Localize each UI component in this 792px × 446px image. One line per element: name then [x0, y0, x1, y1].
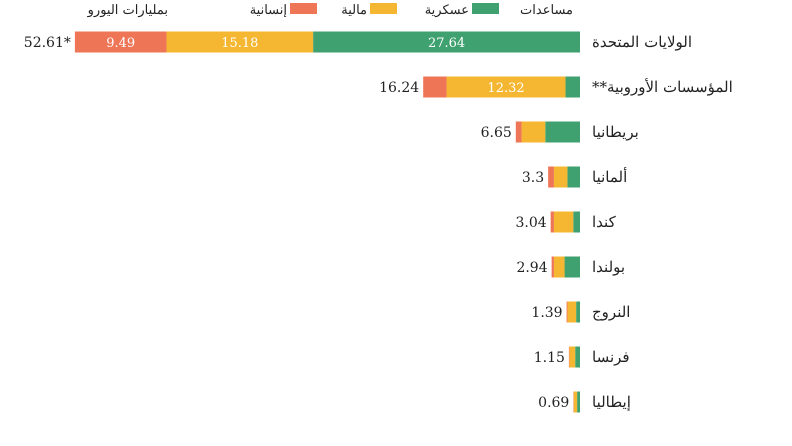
bar-humanitarian-0 — [74, 31, 167, 53]
bar-humanitarian-4 — [550, 211, 554, 233]
bar-financial-1 — [446, 76, 566, 98]
legend-label-financial: مالية — [341, 3, 367, 18]
category-label-0: الولايات المتحدة — [592, 33, 692, 51]
total-label-1: 16.24 — [379, 80, 419, 96]
category-label-5: بولندا — [592, 258, 625, 276]
bar-humanitarian-5 — [551, 256, 554, 278]
bar-financial-2 — [521, 121, 546, 143]
total-label-7: 1.15 — [534, 350, 565, 366]
bar-military-4 — [573, 211, 580, 233]
bar-humanitarian-2 — [515, 121, 522, 143]
category-label-3: ألمانيا — [592, 167, 627, 186]
bar-financial-0 — [166, 31, 314, 53]
bar-financial-7 — [569, 346, 576, 368]
bar-military-5 — [564, 256, 580, 278]
category-label-7: فرنسا — [592, 348, 630, 366]
bar-military-7 — [575, 346, 580, 368]
total-label-8: 0.69 — [538, 395, 569, 411]
data-label-financial-0: 15.18 — [221, 36, 258, 51]
legend-swatch-financial — [370, 3, 397, 14]
total-label-4: 3.04 — [515, 215, 546, 231]
bar-financial-3 — [553, 166, 568, 188]
category-label-4: كندا — [592, 213, 617, 231]
data-label-humanitarian-0: 9.49 — [106, 36, 135, 51]
legend-label-humanitarian: إنسانية — [250, 3, 287, 18]
bar-military-0 — [313, 31, 580, 53]
total-label-3: 3.3 — [522, 170, 544, 186]
total-label-6: 1.39 — [531, 305, 562, 321]
total-label-2: 6.65 — [481, 125, 512, 141]
labels: 27.64 15.18 9.49 52.61* الولايات المتحدة 12.3… — [24, 33, 733, 411]
bar-financial-5 — [553, 256, 565, 278]
category-label-6: النروج — [592, 303, 630, 321]
bar-military-6 — [576, 301, 580, 323]
total-label-5: 2.94 — [516, 260, 547, 276]
data-label-military-0: 27.64 — [428, 36, 465, 51]
bar-military-8 — [577, 391, 580, 413]
unit-label: بمليارات اليورو — [87, 3, 168, 18]
bar-financial-4 — [553, 211, 574, 233]
bar-financial-8 — [573, 391, 578, 413]
category-label-2: بريطانيا — [592, 123, 639, 141]
bar-financial-6 — [567, 301, 577, 323]
legend-swatch-military — [472, 3, 499, 14]
data-label-financial-1: 12.32 — [487, 81, 524, 96]
bar-humanitarian-6 — [566, 301, 568, 323]
legend-label-military: عسكرية — [425, 3, 469, 18]
bar-humanitarian-1 — [423, 76, 447, 98]
bar-military-2 — [545, 121, 580, 143]
legend-swatch-humanitarian — [290, 3, 317, 14]
bar-military-1 — [565, 76, 580, 98]
legend-title: مساعدات — [520, 3, 573, 18]
total-label-0: 52.61* — [24, 35, 71, 51]
bar-humanitarian-3 — [548, 166, 554, 188]
legend: مساعدات عسكرية مالية إنسانية بمليارات اليورو — [87, 3, 573, 18]
bar-military-3 — [567, 166, 580, 188]
category-label-8: إيطاليا — [592, 393, 631, 411]
category-label-1: المؤسسات الأوروبية** — [592, 78, 733, 96]
bars — [74, 31, 580, 413]
